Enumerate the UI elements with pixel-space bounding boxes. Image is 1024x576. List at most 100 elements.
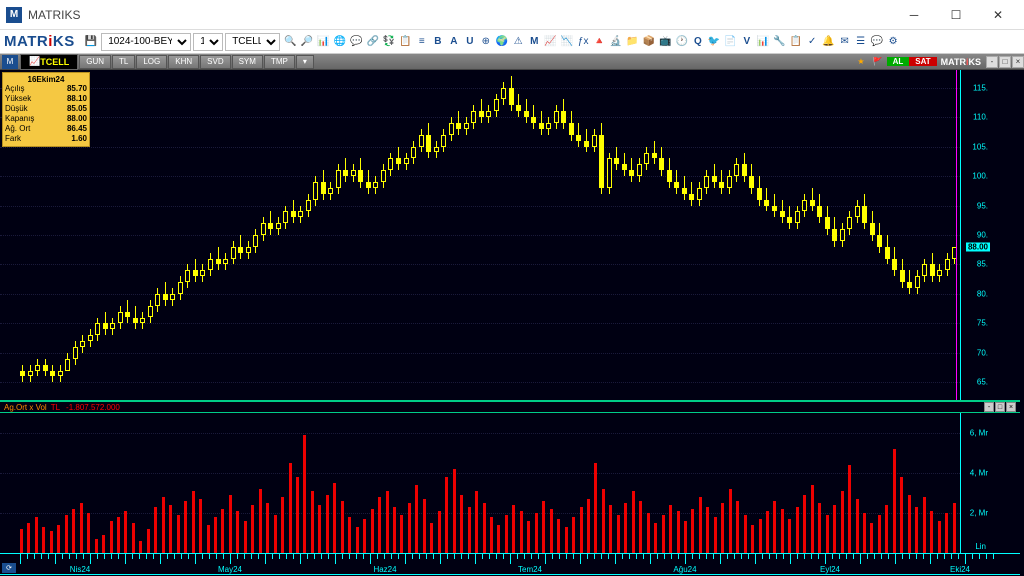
date-tick-minor [146, 554, 147, 559]
date-tick-minor [538, 554, 539, 559]
price-ytick: 70. [977, 348, 988, 357]
toolbar-icon-25[interactable]: Q [690, 33, 706, 51]
toolbar-icon-14[interactable]: ⚠ [510, 33, 526, 51]
period-select[interactable]: 1 [193, 33, 223, 51]
volume-bar [221, 509, 224, 553]
chart-period-gun[interactable]: GUN [79, 55, 111, 69]
date-tick-minor [734, 554, 735, 559]
volume-bar [356, 527, 359, 553]
volume-bar [475, 491, 478, 553]
chart-period-khn[interactable]: KHN [168, 55, 199, 69]
volume-bar [303, 435, 306, 553]
sell-button[interactable]: SAT [909, 57, 936, 66]
date-tick [720, 554, 721, 564]
date-tick [265, 554, 266, 564]
toolbar-icon-27[interactable]: 📄 [722, 33, 738, 51]
toolbar-icon-12[interactable]: ⊕ [478, 33, 494, 51]
toolbar-icon-33[interactable]: 🔔 [820, 33, 836, 51]
chart-period-tmp[interactable]: TMP [264, 55, 295, 69]
toolbar-icon-11[interactable]: U [462, 33, 478, 51]
window-minimize-button[interactable]: ─ [894, 3, 934, 27]
buy-button[interactable]: AL [887, 57, 910, 66]
toolbar-icon-34[interactable]: ✉ [837, 33, 853, 51]
toolbar-icon-3[interactable]: 🌐 [332, 33, 348, 51]
toolbar-icon-0[interactable]: 🔍 [282, 33, 298, 51]
volume-bar [826, 515, 829, 553]
chart-period-tl[interactable]: TL [112, 55, 135, 69]
toolbar-icon-35[interactable]: ☰ [853, 33, 869, 51]
window-close-button[interactable]: ✕ [978, 3, 1018, 27]
toolbar-icon-8[interactable]: ≡ [414, 33, 430, 51]
toolbar-icon-22[interactable]: 📦 [641, 33, 657, 51]
toolbar-icon-2[interactable]: 📊 [315, 33, 331, 51]
toolbar-icon-17[interactable]: 📉 [559, 33, 575, 51]
date-tick-minor [293, 554, 294, 559]
volume-bar [848, 465, 851, 553]
volume-gridline [0, 473, 960, 474]
date-tick [300, 554, 301, 564]
volume-bar [706, 507, 709, 553]
toolbar-icon-13[interactable]: 🌍 [494, 33, 510, 51]
volume-bar [699, 497, 702, 553]
toolbar-icon-19[interactable]: 🔺 [591, 33, 607, 51]
date-tick-minor [279, 554, 280, 559]
toolbar-icon-16[interactable]: 📈 [542, 33, 558, 51]
toolbar-icon-23[interactable]: 📺 [657, 33, 673, 51]
toolbar-icon-31[interactable]: 📋 [788, 33, 804, 51]
date-tick-minor [874, 554, 875, 559]
volume-bar [841, 491, 844, 553]
toolbar-icon-29[interactable]: 📊 [755, 33, 771, 51]
price-gridline [0, 176, 960, 177]
toolbar-icon-28[interactable]: V [739, 33, 755, 51]
toolbar-icon-1[interactable]: 🔎 [299, 33, 315, 51]
chart-period-sym[interactable]: SYM [232, 55, 263, 69]
chart-symbol[interactable]: 📈TCELL [20, 54, 78, 70]
chart-dropdown-icon[interactable]: ▾ [296, 55, 314, 69]
volume-bar [557, 519, 560, 553]
vol-close-icon[interactable]: × [1006, 402, 1016, 412]
vol-max-icon[interactable]: □ [995, 402, 1005, 412]
toolbar-icon-18[interactable]: ƒx [575, 33, 591, 51]
date-tick-minor [237, 554, 238, 559]
chart-close-button[interactable]: × [1012, 56, 1024, 68]
volume-bar [333, 483, 336, 553]
chart-flag-icon[interactable]: 🚩 [869, 57, 887, 66]
toolbar-icon-36[interactable]: 💬 [869, 33, 885, 51]
date-tick [790, 554, 791, 564]
toolbar-icon-7[interactable]: 📋 [397, 33, 413, 51]
toolbar-icon-6[interactable]: 💱 [381, 33, 397, 51]
volume-bar [818, 503, 821, 553]
toolbar-icon-4[interactable]: 💬 [348, 33, 364, 51]
chart-star-icon[interactable]: ★ [853, 57, 868, 66]
chart-period-log[interactable]: LOG [136, 55, 167, 69]
toolbar-icon-9[interactable]: B [430, 33, 446, 51]
toolbar-icon-5[interactable]: 🔗 [364, 33, 380, 51]
volume-bar [460, 495, 463, 553]
toolbar-icon-10[interactable]: A [446, 33, 462, 51]
workspace-select[interactable]: 1024-100-BEYA [101, 33, 191, 51]
chart-toolbar: M 📈TCELL GUNTLLOGKHNSVDSYMTMP ▾ ★ 🚩 AL S… [0, 54, 1024, 70]
toolbar-icon-21[interactable]: 📁 [624, 33, 640, 51]
volume-bar [729, 489, 732, 553]
toolbar-icon-20[interactable]: 🔬 [608, 33, 624, 51]
date-tick-minor [132, 554, 133, 559]
chart-max-button[interactable]: □ [999, 56, 1011, 68]
date-tick-minor [643, 554, 644, 559]
chart-period-svd[interactable]: SVD [200, 55, 230, 69]
volume-bar [662, 515, 665, 553]
vol-min-icon[interactable]: - [984, 402, 994, 412]
toolbar-icon-32[interactable]: ✓ [804, 33, 820, 51]
toolbar-icon-26[interactable]: 🐦 [706, 33, 722, 51]
toolbar-icon-30[interactable]: 🔧 [771, 33, 787, 51]
price-gridline [0, 88, 960, 89]
chart-min-button[interactable]: - [986, 56, 998, 68]
save-icon[interactable]: 💾 [83, 33, 99, 51]
price-chart-panel[interactable]: 65.70.75.80.85.90.95.100.105.110.115. 88… [0, 70, 990, 400]
date-tick [965, 554, 966, 564]
toolbar-icon-24[interactable]: 🕐 [673, 33, 689, 51]
toolbar-icon-37[interactable]: ⚙ [885, 33, 901, 51]
volume-chart-panel[interactable]: 2, Mr4, Mr6, Mr Lin [0, 413, 990, 553]
symbol-select[interactable]: TCELL [225, 33, 280, 51]
window-maximize-button[interactable]: ☐ [936, 3, 976, 27]
toolbar-icon-15[interactable]: M [526, 33, 542, 51]
